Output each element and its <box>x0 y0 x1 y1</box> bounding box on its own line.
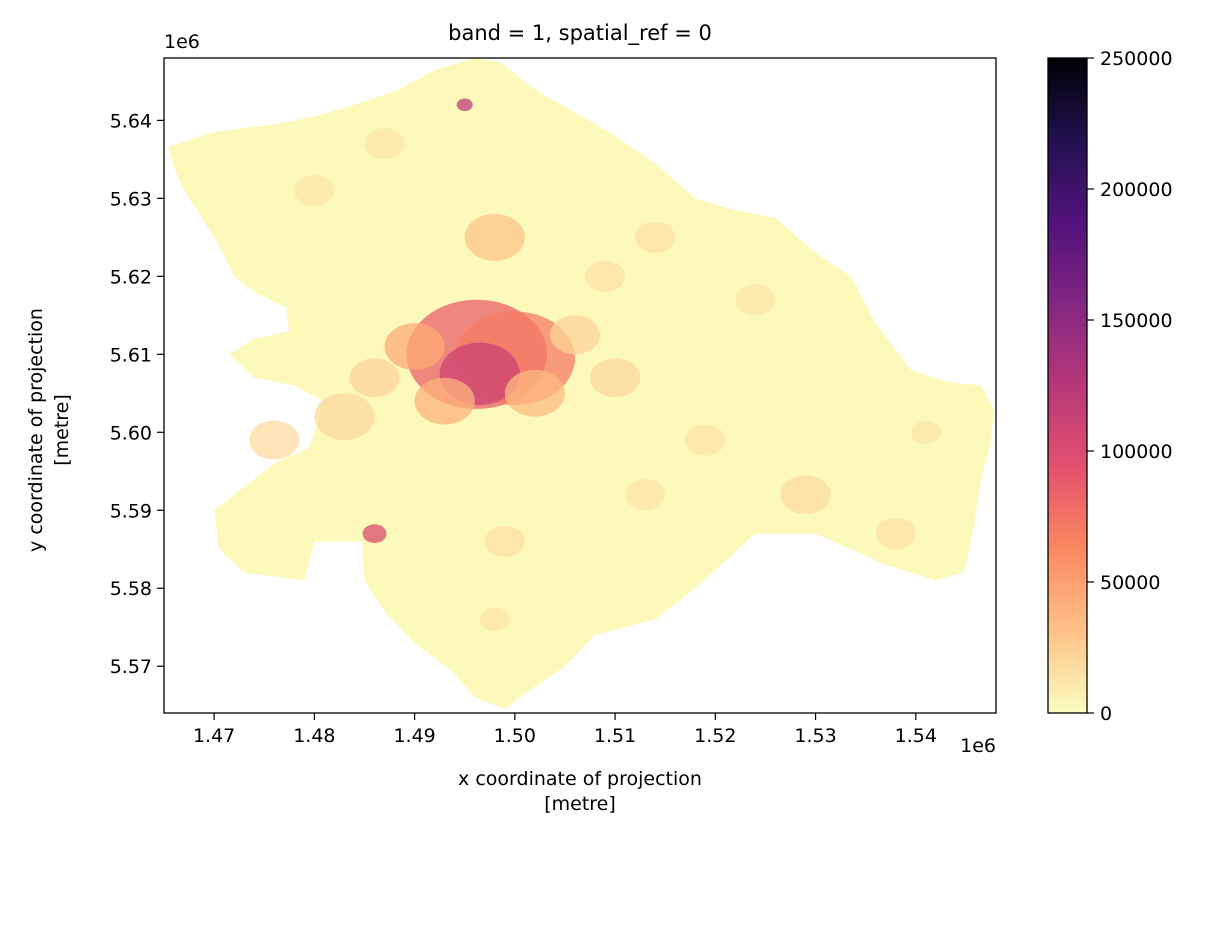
hotspot <box>464 213 525 261</box>
y-axis-label-line2: [metre] <box>51 394 73 466</box>
x-tick-label: 1.49 <box>393 725 435 747</box>
x-axis: 1.47 1.48 1.49 1.50 1.51 1.52 1.53 1.54 <box>193 713 937 747</box>
y-axis-label-line1: y coordinate of projection <box>25 308 47 552</box>
hotspot <box>384 323 445 370</box>
hotspot <box>590 358 641 398</box>
x-tick-label: 1.52 <box>694 725 736 747</box>
region-area <box>168 58 994 710</box>
y-axis: 5.57 5.58 5.59 5.60 5.61 5.62 5.63 5.64 <box>110 110 164 678</box>
hotspot <box>349 358 400 398</box>
hotspot <box>910 420 941 444</box>
hotspot <box>249 420 300 460</box>
y-tick-label: 5.61 <box>110 344 152 366</box>
x-tick-label: 1.53 <box>794 725 836 747</box>
chart-title: band = 1, spatial_ref = 0 <box>448 21 712 46</box>
hotspot <box>484 525 525 558</box>
hotspot <box>735 284 776 316</box>
colorbar-tick-label: 50000 <box>1100 572 1160 594</box>
colorbar-tick-label: 150000 <box>1100 310 1173 332</box>
hotspot <box>585 260 626 292</box>
x-tick-label: 1.54 <box>895 725 937 747</box>
y-tick-label: 5.64 <box>110 110 152 132</box>
hotspot <box>479 607 510 632</box>
hotspot <box>625 479 666 511</box>
colorbar-tick-label: 200000 <box>1100 179 1173 201</box>
hotspot <box>780 475 831 515</box>
hotspot <box>685 424 726 456</box>
hotspot <box>504 369 565 417</box>
colorbar-ticks: 0 50000 100000 150000 200000 250000 <box>1087 48 1173 725</box>
x-tick-label: 1.48 <box>293 725 335 747</box>
x-axis-label-line2: [metre] <box>544 793 616 815</box>
x-axis-label-line1: x coordinate of projection <box>458 768 702 790</box>
hotspot <box>549 315 601 355</box>
x-offset-label: 1e6 <box>960 735 996 757</box>
hotspot <box>294 174 335 207</box>
y-offset-label: 1e6 <box>164 31 200 53</box>
y-tick-label: 5.59 <box>110 500 152 522</box>
x-tick-label: 1.47 <box>193 725 235 747</box>
colorbar <box>1047 57 1088 714</box>
colorbar-tick-label: 250000 <box>1100 48 1173 70</box>
hotspot <box>635 221 676 253</box>
y-tick-label: 5.60 <box>110 422 152 444</box>
y-tick-label: 5.57 <box>110 656 152 678</box>
hotspot <box>456 98 473 112</box>
hotspot <box>875 518 916 550</box>
y-tick-label: 5.62 <box>110 266 152 288</box>
y-tick-label: 5.58 <box>110 578 152 600</box>
colorbar-tick-label: 0 <box>1100 703 1112 725</box>
colorbar-tick-label: 100000 <box>1100 441 1173 463</box>
x-tick-label: 1.50 <box>494 725 536 747</box>
hotspot <box>314 393 375 441</box>
y-tick-label: 5.63 <box>110 188 152 210</box>
x-tick-label: 1.51 <box>594 725 636 747</box>
plot-frame <box>163 57 997 714</box>
hotspot <box>414 377 475 425</box>
hotspot <box>362 524 387 544</box>
raster-image <box>168 58 994 710</box>
hotspot <box>364 128 405 160</box>
